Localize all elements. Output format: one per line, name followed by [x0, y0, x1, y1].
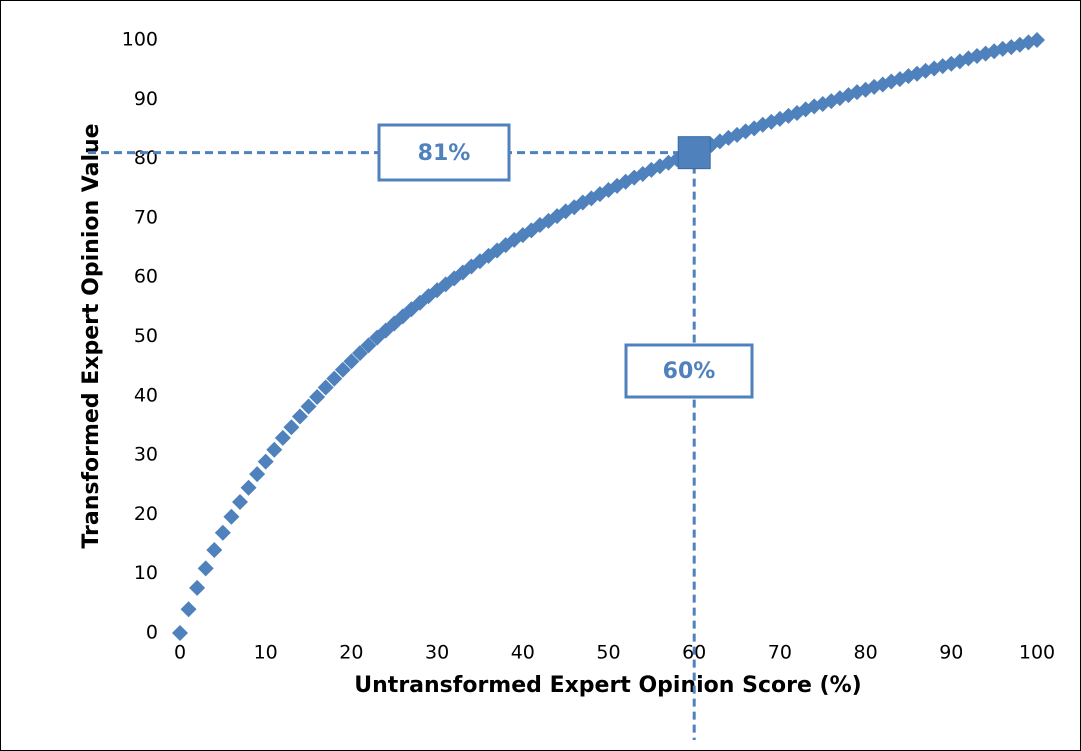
y-tick-label: 30 — [134, 444, 158, 466]
data-point — [240, 479, 257, 496]
data-point — [266, 441, 283, 458]
annotation-box — [377, 123, 511, 182]
data-point — [334, 361, 351, 378]
data-point — [326, 370, 343, 387]
data-point — [300, 398, 317, 415]
x-axis-title: Untransformed Expert Opinion Score (%) — [354, 673, 861, 698]
data-point — [283, 419, 300, 436]
data-point — [351, 345, 368, 362]
data-point — [317, 379, 334, 396]
x-tick-label: 90 — [939, 642, 963, 664]
data-point — [934, 58, 951, 75]
data-point — [291, 408, 308, 425]
y-tick-label: 20 — [134, 503, 158, 525]
y-tick-label: 70 — [134, 206, 158, 228]
data-point — [231, 493, 248, 510]
annotation-box — [624, 343, 754, 399]
y-tick-label: 100 — [122, 29, 158, 51]
y-tick-label: 0 — [146, 622, 158, 644]
data-point — [309, 388, 326, 405]
y-axis-title: Transformed Expert Opinion Value — [79, 123, 104, 548]
data-point — [343, 353, 360, 370]
annotation-label: 81% — [418, 141, 471, 166]
data-point — [249, 466, 266, 483]
y-tick-label: 60 — [134, 266, 158, 288]
data-point — [214, 524, 231, 541]
data-point — [206, 541, 223, 558]
y-tick-label: 50 — [134, 325, 158, 347]
x-tick-label: 70 — [768, 642, 792, 664]
data-point — [172, 625, 188, 641]
y-tick-label: 90 — [134, 88, 158, 110]
data-point — [257, 453, 274, 470]
data-point — [189, 579, 206, 596]
x-tick-label: 50 — [596, 642, 620, 664]
annotation-label: 60% — [663, 359, 716, 384]
highlight-point — [677, 136, 711, 170]
x-tick-label: 100 — [1019, 642, 1055, 664]
data-point — [737, 123, 754, 140]
y-tick-label: 40 — [134, 384, 158, 406]
x-tick-label: 20 — [339, 642, 363, 664]
y-tick-label: 80 — [134, 147, 158, 169]
data-point — [1029, 32, 1045, 48]
data-point — [180, 601, 197, 618]
x-tick-label: 0 — [174, 642, 186, 664]
data-point — [274, 429, 291, 446]
x-tick-label: 10 — [254, 642, 278, 664]
data-point — [223, 508, 240, 525]
data-point — [926, 60, 943, 77]
x-tick-label: 40 — [511, 642, 535, 664]
x-tick-label: 30 — [425, 642, 449, 664]
y-tick-label: 10 — [134, 562, 158, 584]
data-point — [197, 560, 214, 577]
data-point — [360, 337, 377, 354]
x-tick-label: 80 — [854, 642, 878, 664]
